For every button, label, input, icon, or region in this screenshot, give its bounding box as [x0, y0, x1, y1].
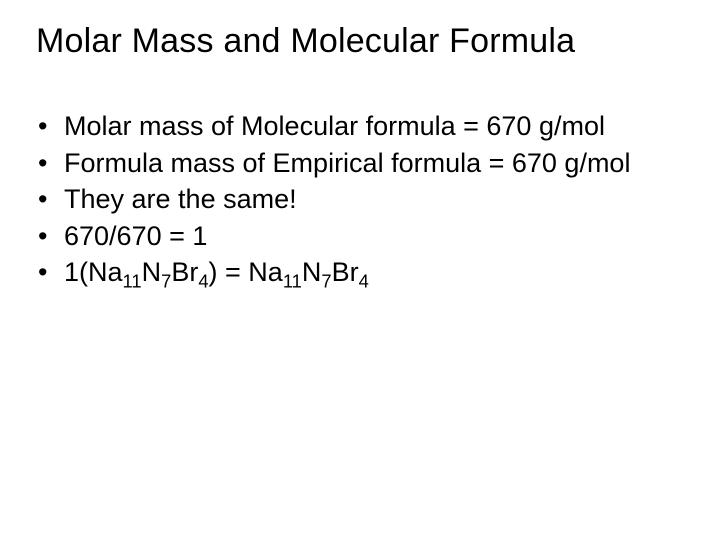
- formula-text: 1(Na11N7Br4) = Na11N7Br4: [64, 257, 369, 287]
- bullet-text: Molar mass of Molecular formula = 670 g/…: [64, 111, 605, 141]
- subscript: 11: [123, 271, 142, 292]
- formula-part: Br: [332, 257, 359, 287]
- formula-part: 1(Na: [64, 257, 123, 287]
- bullet-text: 670/670 = 1: [64, 221, 207, 251]
- formula-part: N: [142, 257, 162, 287]
- slide-title: Molar Mass and Molecular Formula: [36, 22, 684, 61]
- subscript: 4: [198, 271, 208, 292]
- list-item: Formula mass of Empirical formula = 670 …: [36, 146, 684, 181]
- subscript: 11: [283, 271, 302, 292]
- list-item: 670/670 = 1: [36, 219, 684, 254]
- list-item: They are the same!: [36, 182, 684, 217]
- list-item: Molar mass of Molecular formula = 670 g/…: [36, 109, 684, 144]
- subscript: 4: [359, 271, 369, 292]
- subscript: 7: [161, 271, 171, 292]
- formula-part: Br: [171, 257, 198, 287]
- slide: Molar Mass and Molecular Formula Molar m…: [0, 0, 720, 540]
- bullet-list: Molar mass of Molecular formula = 670 g/…: [36, 109, 684, 290]
- formula-part: N: [302, 257, 322, 287]
- bullet-text: Formula mass of Empirical formula = 670 …: [64, 148, 630, 178]
- formula-part: ) = Na: [209, 257, 283, 287]
- bullet-text: They are the same!: [64, 184, 297, 214]
- list-item: 1(Na11N7Br4) = Na11N7Br4: [36, 255, 684, 290]
- subscript: 7: [321, 271, 331, 292]
